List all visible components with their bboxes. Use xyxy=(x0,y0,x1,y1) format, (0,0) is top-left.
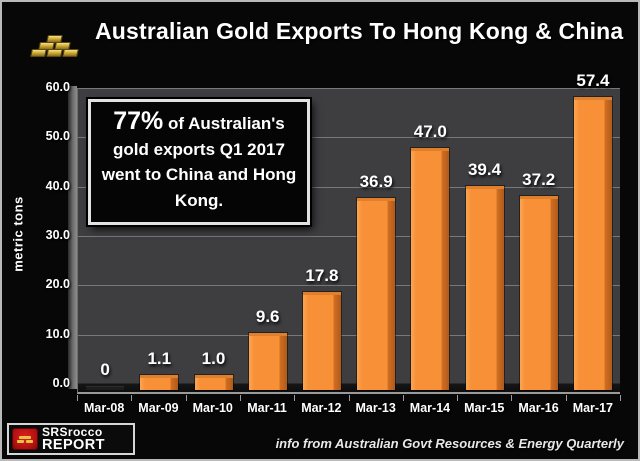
annotation-box: 77% of Australian's gold exports Q1 2017… xyxy=(88,99,310,225)
bar-column: 17.8 xyxy=(295,88,349,392)
bar-column: 0 xyxy=(78,88,132,392)
axis-tick-mark xyxy=(457,395,459,401)
bar-column: 37.2 xyxy=(512,88,566,392)
annotation-text: of Australian's gold exports Q1 2017 wen… xyxy=(101,114,297,210)
gridline xyxy=(78,334,620,336)
gridline xyxy=(78,186,620,188)
x-tick-label: Mar-11 xyxy=(247,401,287,415)
x-tick-label: Mar-15 xyxy=(464,401,505,415)
bar-value-label: 1.1 xyxy=(147,348,172,368)
axis-tick-mark xyxy=(131,395,133,401)
gridline xyxy=(78,236,620,237)
x-tick-label: Mar-16 xyxy=(518,401,559,415)
bar-value-label: 36.9 xyxy=(359,171,393,191)
axis-tick-mark xyxy=(77,395,78,401)
axis-tick-mark xyxy=(620,395,621,401)
x-tick-label: Mar-09 xyxy=(138,401,179,415)
bar-column: 39.4 xyxy=(457,88,511,392)
y-tick-label: 40.0 xyxy=(45,178,70,193)
bar-Mar-16 xyxy=(519,196,558,390)
bar-value-label: 0 xyxy=(100,360,110,379)
bar-column: 1.1 xyxy=(132,88,186,392)
x-tick-label: Mar-08 xyxy=(84,401,125,415)
bar-value-label: 17.8 xyxy=(305,266,339,286)
bar-value-label: 1.0 xyxy=(201,349,226,369)
axis-tick-mark xyxy=(511,395,513,401)
srsrocco-report-logo: SRSrocco REPORT xyxy=(7,423,135,455)
bar-value-label: 57.4 xyxy=(576,70,610,90)
annotation-percentage: 77% xyxy=(113,107,164,135)
x-tick-label: Mar-14 xyxy=(409,401,451,415)
y-tick-label: 10.0 xyxy=(45,326,70,341)
y-tick-label: 20.0 xyxy=(45,277,70,292)
gold-bars-icon xyxy=(26,13,82,57)
axis-tick-mark xyxy=(402,395,404,401)
bar-value-label: 37.2 xyxy=(522,170,556,190)
y-tick-label: 60.0 xyxy=(45,80,70,94)
bar-Mar-10 xyxy=(194,375,233,390)
bar-column: 47.0 xyxy=(403,88,457,392)
y-tick-label: 50.0 xyxy=(45,129,70,144)
y-tick-label: 30.0 xyxy=(45,228,70,242)
x-tick-label: Mar-17 xyxy=(572,401,613,415)
bar-Mar-13 xyxy=(357,197,396,390)
bar-value-label: 39.4 xyxy=(467,159,502,179)
x-tick-label: Mar-10 xyxy=(192,401,233,415)
plot-area: 0 1.1 1.0 9.6 17.8 36.9 47.0 39.4 37.2 57.4 xyxy=(77,71,620,394)
bar-Mar-11 xyxy=(248,332,287,390)
axis-tick-mark xyxy=(185,395,187,401)
axis-tick-mark xyxy=(348,395,350,401)
bar-value-label: 9.6 xyxy=(255,306,280,326)
bar-Mar-08 xyxy=(86,386,125,390)
bar-Mar-17 xyxy=(573,96,612,390)
bar-column: 36.9 xyxy=(349,88,403,392)
bar-column: 9.6 xyxy=(241,88,295,392)
axis-tick-mark xyxy=(294,395,296,401)
plot-left-wall xyxy=(68,86,77,389)
bar-Mar-09 xyxy=(140,374,179,390)
chart-title: Australian Gold Exports To Hong Kong & C… xyxy=(95,18,624,44)
logo-line2: REPORT xyxy=(42,436,105,453)
x-tick-label: Mar-12 xyxy=(301,401,342,415)
axis-tick-mark xyxy=(565,395,567,401)
gridline xyxy=(78,88,620,89)
bar-column: 1.0 xyxy=(186,88,240,392)
source-credit: info from Australian Govt Resources & En… xyxy=(275,436,624,451)
bar-value-label: 47.0 xyxy=(413,122,447,142)
bar-Mar-15 xyxy=(465,185,504,390)
x-tick-label: Mar-13 xyxy=(355,401,396,415)
logo-line1: SRSrocco xyxy=(42,424,103,439)
gridline xyxy=(78,285,620,287)
y-tick-label: 0.0 xyxy=(52,376,70,390)
bar-Mar-14 xyxy=(411,148,450,390)
bar-column: 57.4 xyxy=(566,71,620,392)
bar-series: 0 1.1 1.0 9.6 17.8 36.9 47.0 39.4 37.2 57.4 xyxy=(78,71,620,392)
axis-tick-mark xyxy=(239,395,241,401)
logo-gold-bars-icon xyxy=(12,428,38,450)
gridline xyxy=(78,137,620,139)
bar-Mar-12 xyxy=(302,292,341,390)
